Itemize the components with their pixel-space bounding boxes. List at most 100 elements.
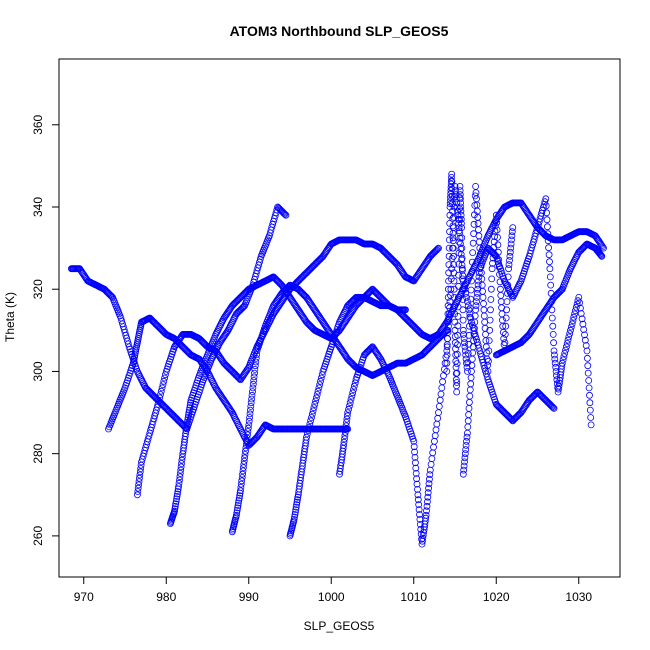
data-point — [457, 219, 465, 227]
data-point — [566, 330, 574, 338]
data-point — [491, 227, 499, 235]
data-point — [465, 331, 473, 339]
data-point — [237, 487, 244, 495]
data-point — [600, 244, 607, 252]
data-point — [246, 410, 254, 418]
data-point — [544, 237, 552, 245]
data-point — [570, 313, 578, 321]
data-point — [553, 372, 560, 380]
data-point — [186, 404, 194, 412]
data-point — [453, 350, 461, 358]
data-point — [473, 289, 481, 297]
data-point — [443, 343, 451, 351]
data-point — [308, 410, 316, 418]
data-point — [412, 464, 420, 472]
data-point — [425, 480, 433, 488]
data-point — [507, 244, 515, 252]
data-point — [503, 298, 511, 306]
data-point — [574, 297, 582, 305]
data-point — [464, 302, 472, 310]
data-point — [491, 252, 499, 259]
data-point — [310, 404, 318, 412]
data-point — [234, 504, 242, 512]
data-point — [410, 437, 418, 445]
data-point — [246, 406, 254, 414]
y-axis-label: Theta (K) — [3, 292, 17, 342]
data-point — [564, 336, 572, 344]
data-point — [508, 232, 516, 240]
data-point — [291, 511, 299, 518]
data-point — [239, 464, 247, 472]
data-point — [412, 469, 420, 477]
data-point — [473, 293, 481, 301]
data-point — [449, 222, 457, 230]
data-point — [187, 399, 195, 407]
data-point — [345, 402, 353, 410]
data-point — [444, 326, 452, 334]
data-point — [458, 265, 466, 273]
data-point — [247, 399, 255, 407]
data-point — [249, 380, 257, 388]
data-point — [445, 269, 453, 277]
data-point — [242, 444, 250, 452]
data-point — [411, 459, 419, 467]
data-point — [461, 343, 469, 351]
data-point — [184, 414, 192, 421]
data-point — [137, 461, 145, 469]
data-point — [458, 254, 466, 262]
data-point — [485, 337, 493, 345]
data-point — [461, 339, 468, 347]
data-point — [341, 435, 348, 443]
data-point — [244, 424, 252, 432]
data-point — [422, 514, 430, 522]
data-point — [448, 192, 456, 200]
data-point — [161, 374, 169, 382]
data-point — [558, 362, 566, 370]
data-point — [239, 470, 247, 478]
data-point — [251, 362, 259, 370]
data-point — [493, 219, 501, 227]
data-point — [280, 210, 288, 218]
data-point — [494, 241, 502, 249]
data-point — [484, 367, 492, 375]
data-point — [244, 428, 252, 435]
data-point — [459, 306, 467, 314]
data-point — [460, 330, 468, 338]
data-point — [248, 391, 256, 399]
data-point — [584, 362, 592, 370]
data-point — [458, 244, 466, 252]
data-point — [586, 391, 593, 399]
data-point — [293, 496, 301, 504]
data-point — [176, 473, 184, 481]
data-point — [488, 275, 496, 283]
data-point — [492, 211, 500, 219]
data-point — [154, 400, 162, 408]
data-point — [171, 507, 178, 515]
data-point — [547, 281, 555, 289]
data-point — [569, 317, 577, 324]
data-point — [565, 333, 573, 341]
data-point — [501, 330, 509, 338]
data-point — [185, 406, 193, 414]
data-point — [425, 334, 433, 342]
data-point — [587, 421, 595, 429]
data-point — [554, 384, 562, 392]
data-point — [315, 384, 323, 392]
data-point — [459, 326, 467, 334]
data-point — [177, 463, 185, 471]
data-point — [457, 211, 465, 219]
data-point — [550, 404, 558, 412]
data-point — [451, 187, 459, 195]
data-point — [453, 369, 461, 377]
data-point — [251, 365, 259, 373]
data-point — [175, 483, 183, 491]
data-point — [571, 310, 578, 318]
x-tick-label: 980 — [156, 590, 176, 604]
data-point — [292, 506, 300, 514]
data-point — [556, 288, 564, 296]
data-point — [446, 200, 454, 208]
data-point — [583, 347, 591, 355]
data-point — [242, 441, 250, 449]
